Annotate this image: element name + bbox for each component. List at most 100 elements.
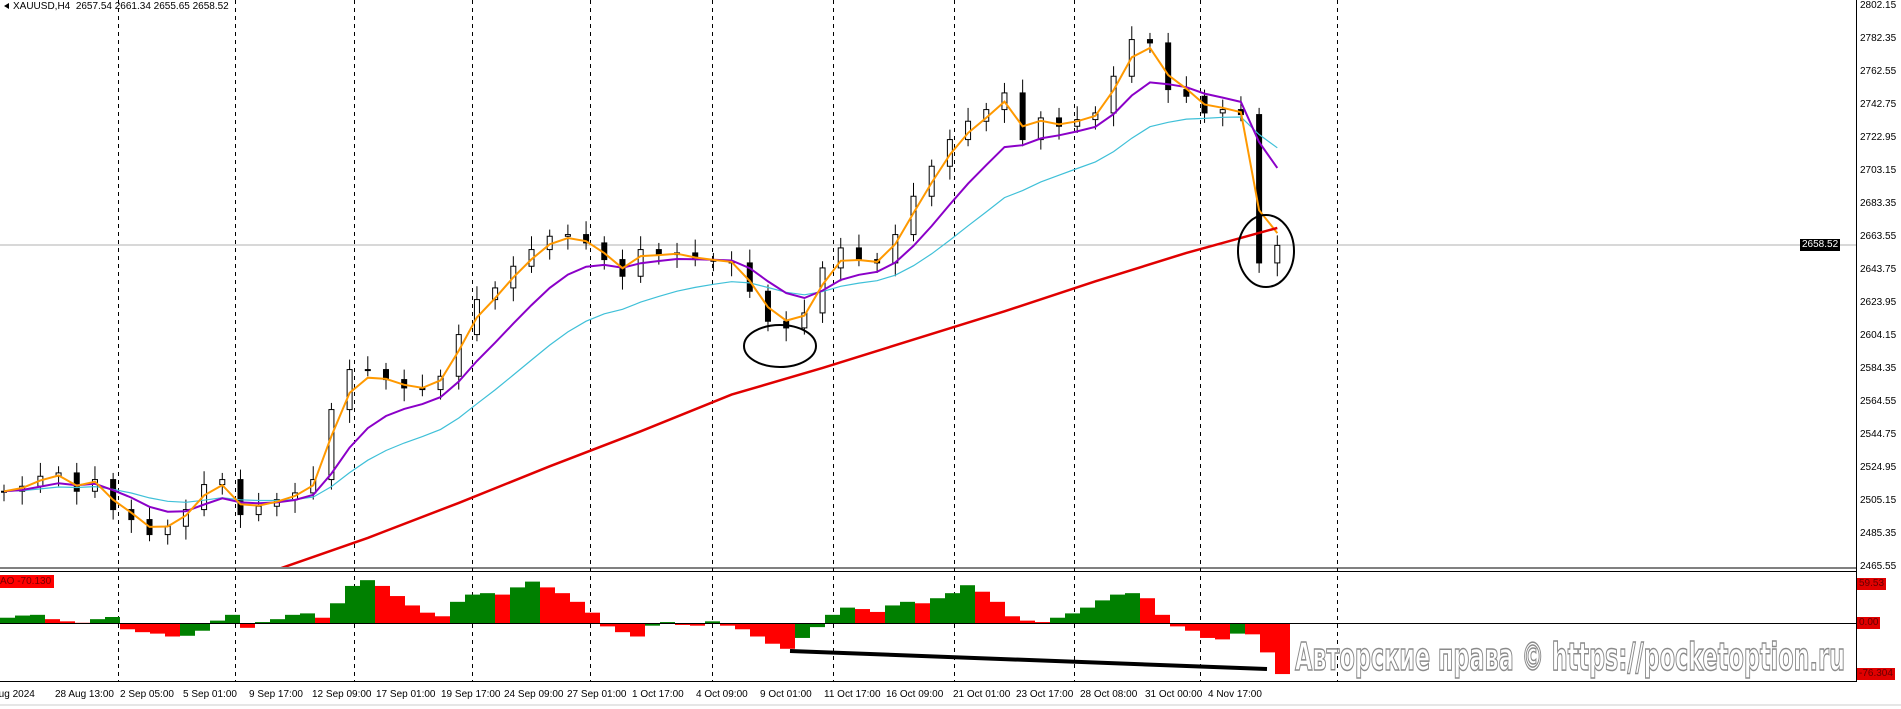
ao-bar [825, 614, 840, 624]
main-plot [1, 26, 1281, 567]
price-tick-label: 2683.35 [1860, 198, 1897, 209]
ao-bar [795, 623, 810, 638]
ao-indicator-label: AO -70.130 [0, 575, 55, 588]
ao-bar [165, 623, 180, 637]
ao-bar [900, 601, 915, 624]
ao-max-label: 59.53 [1857, 578, 1887, 590]
price-tick-label: 2703.15 [1860, 165, 1897, 176]
ao-bar [210, 620, 225, 624]
ao-bar [315, 617, 330, 624]
candle-body [437, 375, 444, 391]
ao-bar [390, 596, 405, 624]
ao-bar [645, 623, 660, 626]
ao-bar [1095, 600, 1110, 624]
ao-zero-label: 0.00 [1857, 617, 1881, 629]
price-tick-label: 2742.75 [1860, 99, 1897, 110]
candle-body [1146, 39, 1153, 44]
ao-bar [1215, 623, 1230, 640]
ao-bar [870, 611, 885, 624]
ao-divergence-line [789, 649, 1268, 671]
time-tick-label: 23 Oct 17:00 [1016, 689, 1074, 700]
ao-bar [180, 623, 195, 636]
candle-body [855, 247, 862, 261]
ao-bar [1155, 614, 1170, 624]
ao-bar [360, 580, 375, 624]
price-tick-label: 2465.55 [1860, 561, 1897, 572]
candle-body [1165, 42, 1172, 91]
candle-body [1037, 117, 1044, 141]
time-tick-label: 28 Aug 13:00 [55, 689, 114, 700]
ao-bar [465, 594, 480, 624]
candle-body [1074, 119, 1081, 127]
candle-body [346, 369, 353, 411]
price-tick-label: 2564.55 [1860, 396, 1897, 407]
ao-bar [720, 623, 735, 626]
ao-bar [735, 623, 750, 630]
fast-ma-line [3, 46, 1279, 528]
ao-bar [135, 623, 150, 633]
ao-bar [195, 623, 210, 631]
time-tick-label: 2 Sep 05:00 [120, 689, 174, 700]
price-tick-label: 2663.55 [1860, 231, 1897, 242]
ao-bar [435, 616, 450, 624]
candle-body [73, 472, 80, 492]
ao-bar [1170, 623, 1185, 627]
price-tick-label: 2643.75 [1860, 264, 1897, 275]
ao-bar [975, 591, 990, 624]
ao-bar [1245, 623, 1260, 635]
ao-min-label: -76.304 [1857, 668, 1895, 680]
ao-bar [600, 623, 615, 627]
time-tick-label: 11 Oct 17:00 [824, 689, 881, 700]
ao-bar [780, 623, 795, 649]
ao-bar [855, 609, 870, 624]
price-tick-label: 2485.35 [1860, 528, 1897, 539]
time-tick-label: 19 Sep 17:00 [441, 689, 501, 700]
ao-bar [480, 593, 495, 624]
ao-bar [30, 614, 45, 624]
price-tick-label: 2505.15 [1860, 495, 1897, 506]
price-tick-label: 2623.95 [1860, 297, 1897, 308]
price-tick-label: 2722.95 [1860, 132, 1897, 143]
time-tick-label: 1 Oct 17:00 [632, 689, 684, 700]
current-price-label: 2658.52 [1800, 239, 1841, 251]
ao-bar [960, 585, 975, 624]
ao-bar [405, 605, 420, 624]
time-tick-label: 4 Oct 09:00 [696, 689, 748, 700]
time-tick-label: 17 Sep 01:00 [376, 689, 436, 700]
candle-body [1056, 117, 1063, 127]
ao-bar [1275, 623, 1290, 675]
ao-bar [660, 622, 675, 624]
ao-bar [705, 621, 720, 624]
ao-bar [990, 601, 1005, 624]
ao-bar [1230, 623, 1245, 634]
candle-body [110, 479, 117, 511]
ao-bar [810, 623, 825, 628]
time-tick-label: 16 Oct 09:00 [886, 689, 944, 700]
long-ma-line [280, 226, 1278, 567]
candle-body [255, 505, 262, 516]
price-tick-label: 2524.95 [1860, 462, 1897, 473]
ao-bar [1110, 594, 1125, 624]
ao-bar [1185, 623, 1200, 631]
ao-bar [615, 623, 630, 633]
candle-body [837, 247, 844, 269]
ao-histogram [0, 580, 1290, 675]
ao-bar [885, 605, 900, 624]
ao-bar [90, 619, 105, 624]
ohlc-values: 2657.54 2661.34 2655.65 2658.52 [75, 1, 229, 12]
ao-bar [840, 607, 855, 624]
ao-bar [345, 585, 360, 624]
candle-body [801, 312, 808, 329]
ao-bar [690, 623, 705, 626]
ao-bar [555, 593, 570, 624]
collapse-triangle-icon[interactable] [4, 3, 9, 10]
ao-bar [585, 612, 600, 624]
ao-bar [915, 603, 930, 624]
ao-bar [225, 614, 240, 624]
time-tick-label: 24 Sep 09:00 [504, 689, 564, 700]
candle-body [564, 234, 571, 237]
time-tick-label: 31 Oct 00:00 [1145, 689, 1203, 700]
ao-bar [1125, 593, 1140, 624]
time-tick-label: 9 Sep 17:00 [249, 689, 303, 700]
